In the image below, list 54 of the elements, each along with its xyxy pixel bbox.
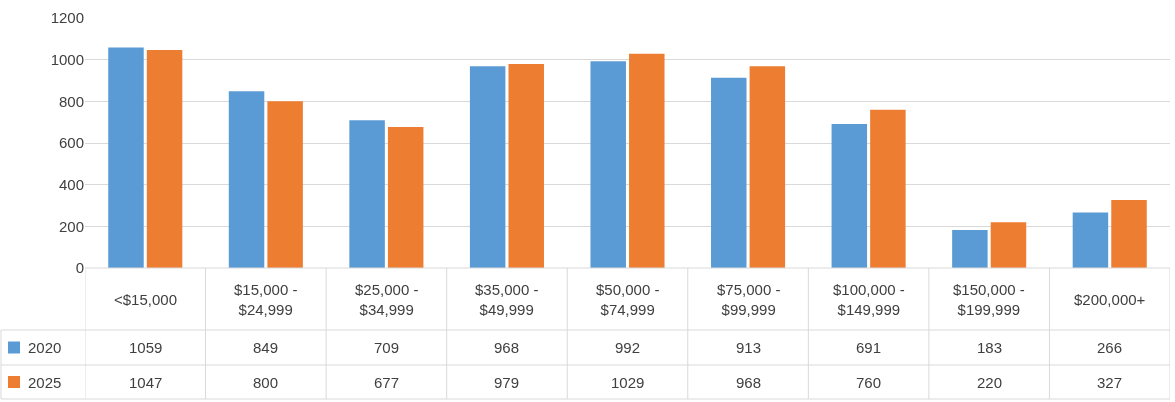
bar: [831, 124, 868, 268]
bar: [711, 77, 747, 268]
bar: [349, 120, 385, 268]
x-tick-label: <$15,000: [114, 291, 177, 308]
x-tick-label: $75,000 - $99,999: [717, 281, 781, 318]
data-label: 760: [856, 374, 882, 391]
y-tick-label: 600: [58, 134, 84, 152]
data-label: 220: [977, 374, 1003, 391]
data-label: 979: [494, 374, 520, 391]
data-label: 968: [494, 339, 520, 356]
x-tick-label: $100,000 - $149,999: [833, 281, 905, 318]
legend-label: 2025: [28, 374, 62, 391]
x-tick-label: $50,000 - $74,999: [596, 281, 660, 318]
data-label: 183: [977, 339, 1003, 356]
bar: [508, 64, 544, 268]
bar: [590, 61, 626, 268]
y-tick-label: 0: [75, 259, 84, 277]
x-tick-label: $200,000+: [1074, 291, 1146, 308]
data-label: 849: [253, 339, 279, 356]
data-label: 709: [374, 339, 400, 356]
bar: [1111, 199, 1147, 268]
data-label: 992: [615, 339, 641, 356]
y-tick-label: 800: [58, 92, 84, 110]
data-label: 1047: [129, 374, 163, 391]
bar: [469, 66, 506, 268]
bar: [387, 126, 424, 268]
data-label: 1059: [129, 339, 163, 356]
bar: [267, 101, 303, 268]
x-tick-label: $25,000 - $34,999: [355, 281, 419, 318]
bar: [629, 53, 665, 268]
bar: [870, 109, 906, 268]
data-label: 913: [736, 339, 762, 356]
bar: [749, 66, 786, 268]
x-tick-label: $35,000 - $49,999: [475, 281, 539, 318]
data-label: 968: [736, 374, 762, 391]
x-tick-label: $150,000 - $199,999: [953, 281, 1025, 318]
bar: [146, 49, 183, 268]
y-tick-label: 200: [58, 217, 84, 235]
legend-label: 2020: [28, 339, 62, 356]
data-label: 266: [1097, 339, 1123, 356]
bar: [228, 91, 265, 268]
bar: [952, 229, 988, 268]
bar: [990, 222, 1027, 268]
y-tick-label: 1200: [50, 9, 84, 27]
data-label: 691: [856, 339, 882, 356]
y-tick-label: 1000: [50, 50, 84, 68]
y-tick-label: 400: [58, 175, 84, 193]
data-label: 800: [253, 374, 279, 391]
data-label: 1029: [611, 374, 645, 391]
bar: [1072, 212, 1109, 268]
data-label: 677: [374, 374, 400, 391]
x-tick-label: $15,000 - $24,999: [234, 281, 298, 318]
data-label: 327: [1097, 374, 1123, 391]
bar: [108, 47, 144, 268]
